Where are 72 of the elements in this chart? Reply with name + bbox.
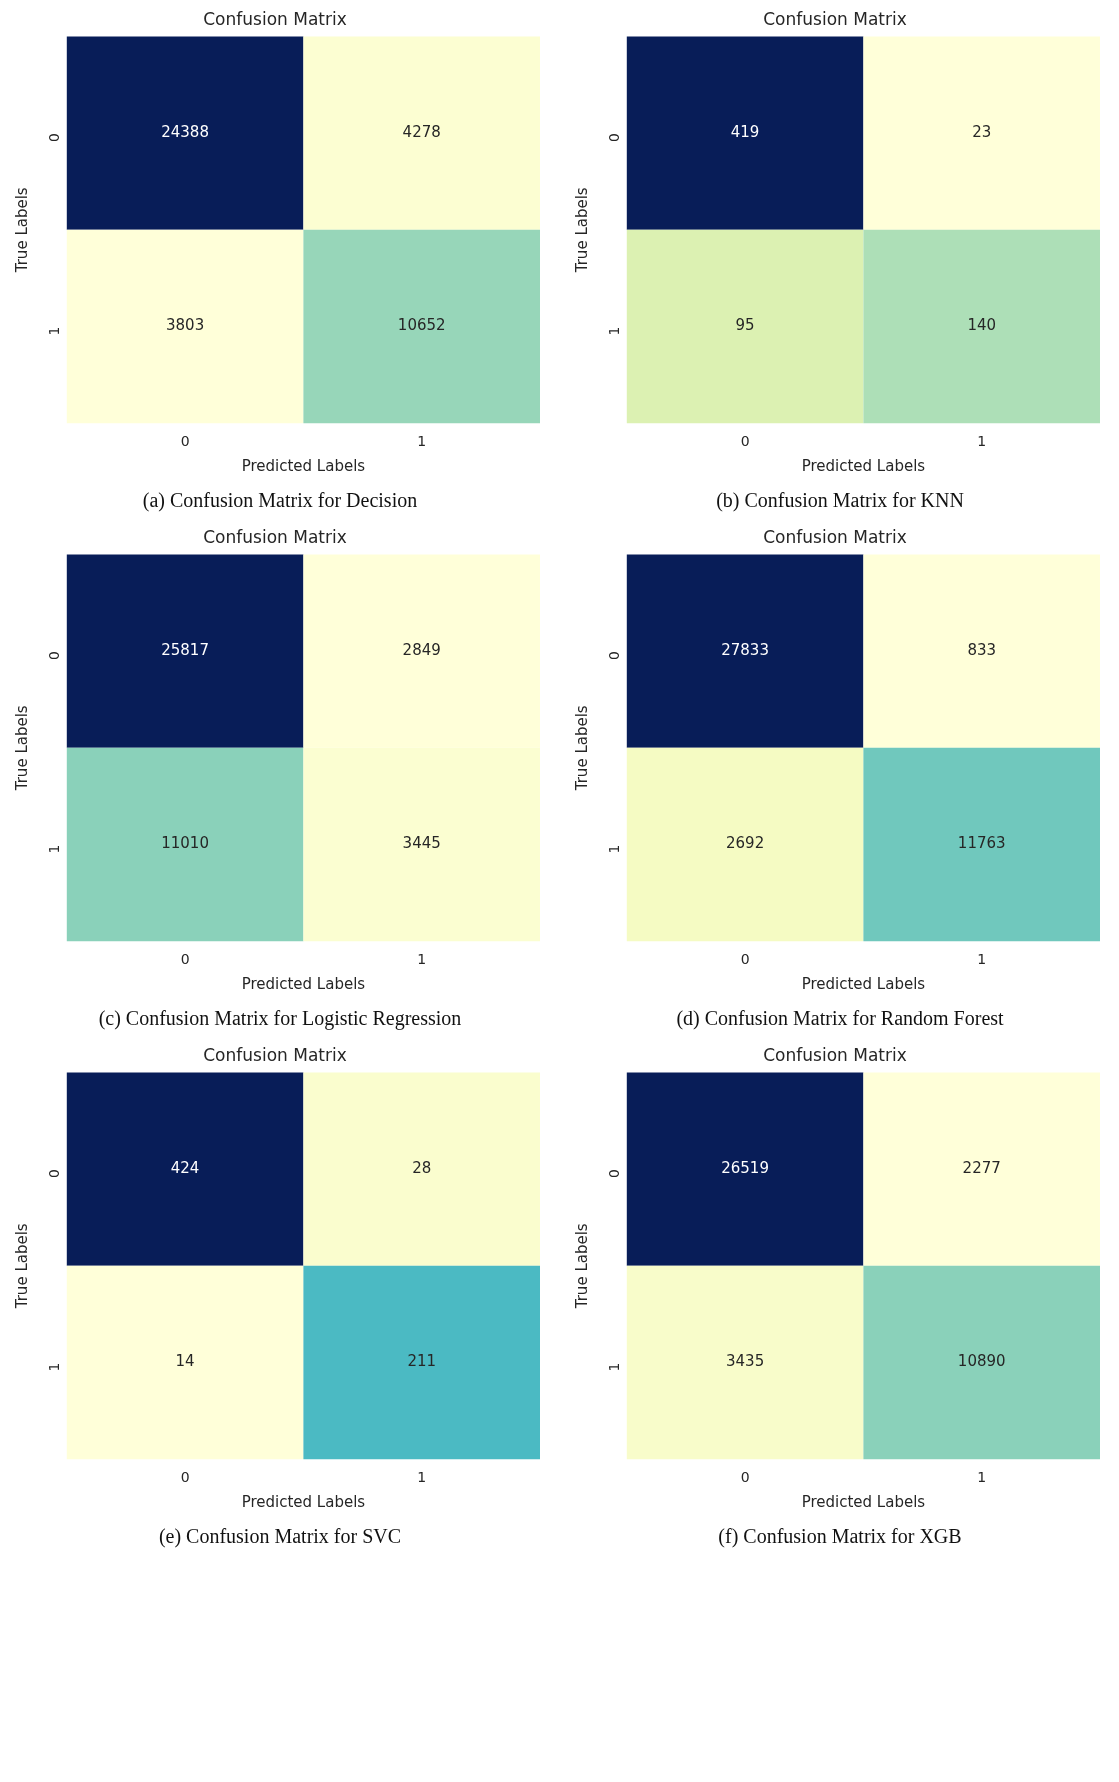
x-tick-label: 0 [740,951,750,968]
x-axis-title: Predicted Labels [241,1492,366,1511]
data-label: 11010 [161,834,209,853]
data-label: 140 [967,316,997,335]
data-label: 95 [735,316,755,335]
data-label: 2849 [402,640,441,659]
data-label: 4278 [402,122,441,141]
data-label: 24388 [161,122,209,141]
y-axis-title: True Labels [572,1223,591,1310]
data-label: 2277 [962,1158,1001,1177]
data-label: 3803 [166,316,205,335]
chart-title: Confusion Matrix [203,526,347,547]
y-axis-title: True Labels [572,187,591,274]
text: (a) Confusion Matrix for Decision [141,488,419,514]
data-label: 25817 [161,640,209,659]
x-axis-title: Predicted Labels [241,456,366,475]
y-tick-label: 1 [46,326,63,336]
data-label: 27833 [721,640,769,659]
text: (d) Confusion Matrix for Random Forest [675,1006,1005,1032]
data-label: 10652 [397,316,446,335]
data-label: 211 [407,1352,437,1371]
data-label: 11763 [957,834,1006,853]
x-axis-title: Predicted Labels [801,974,926,993]
x-tick-label: 0 [180,951,190,968]
text: (e) Confusion Matrix for SVC [157,1524,403,1550]
x-axis-title: Predicted Labels [801,456,926,475]
x-tick-label: 1 [417,433,427,450]
y-tick-label: 1 [46,1362,63,1372]
text: (c) Confusion Matrix for Logistic Regression [97,1006,463,1032]
data-label: 3445 [402,834,441,853]
text: (b) Confusion Matrix for KNN [715,488,965,514]
chart-title: Confusion Matrix [203,8,347,29]
x-axis-title: Predicted Labels [241,974,366,993]
x-tick-label: 1 [977,951,987,968]
data-label: 23 [972,122,992,141]
data-label: 3435 [726,1352,765,1371]
data-label: 14 [175,1352,195,1371]
y-tick-label: 0 [606,651,623,661]
data-label: 26519 [721,1158,769,1177]
x-tick-label: 0 [180,1469,190,1486]
x-tick-label: 1 [977,1469,987,1486]
y-tick-label: 0 [46,651,63,661]
data-label: 424 [170,1158,200,1177]
x-tick-label: 1 [417,951,427,968]
x-tick-label: 0 [180,433,190,450]
y-tick-label: 1 [606,326,623,336]
y-tick-label: 0 [46,1169,63,1179]
y-tick-label: 1 [606,1362,623,1372]
chart-title: Confusion Matrix [763,8,907,29]
x-tick-label: 1 [977,433,987,450]
y-axis-title: True Labels [12,187,31,274]
y-axis-title: True Labels [572,705,591,792]
data-label: 2692 [726,834,765,853]
text: (f) Confusion Matrix for XGB [717,1524,963,1550]
y-tick-label: 0 [606,133,623,143]
y-axis-title: True Labels [12,705,31,792]
x-axis-title: Predicted Labels [801,1492,926,1511]
y-tick-label: 0 [606,1169,623,1179]
y-tick-label: 1 [606,844,623,854]
chart-title: Confusion Matrix [763,1044,907,1065]
data-label: 10890 [957,1352,1006,1371]
x-tick-label: 0 [740,433,750,450]
x-tick-label: 1 [417,1469,427,1486]
data-label: 419 [730,122,760,141]
y-tick-label: 1 [46,844,63,854]
x-tick-label: 0 [740,1469,750,1486]
y-axis-title: True Labels [12,1223,31,1310]
data-label: 28 [412,1158,432,1177]
chart-title: Confusion Matrix [203,1044,347,1065]
data-label: 833 [967,640,997,659]
chart-title: Confusion Matrix [763,526,907,547]
y-tick-label: 0 [46,133,63,143]
